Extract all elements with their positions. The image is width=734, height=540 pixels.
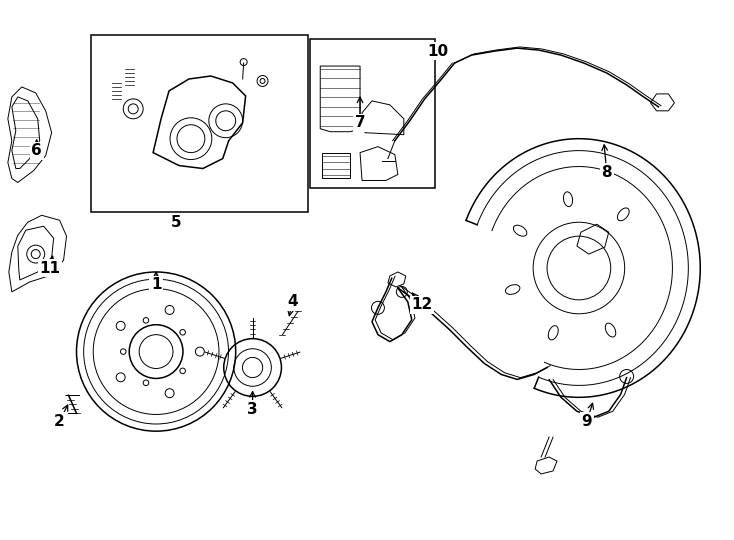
Text: 12: 12 xyxy=(411,298,432,312)
Bar xyxy=(310,39,435,188)
Text: 4: 4 xyxy=(287,294,298,309)
Text: 10: 10 xyxy=(427,44,448,59)
Text: 1: 1 xyxy=(151,278,161,293)
Text: 9: 9 xyxy=(581,414,592,429)
Text: 7: 7 xyxy=(355,115,366,130)
Text: 2: 2 xyxy=(54,414,65,429)
Bar xyxy=(92,35,308,212)
Text: 5: 5 xyxy=(171,215,181,230)
Text: 6: 6 xyxy=(32,143,42,158)
Text: 3: 3 xyxy=(247,402,258,417)
Text: 11: 11 xyxy=(39,260,60,275)
Text: 8: 8 xyxy=(601,165,612,180)
